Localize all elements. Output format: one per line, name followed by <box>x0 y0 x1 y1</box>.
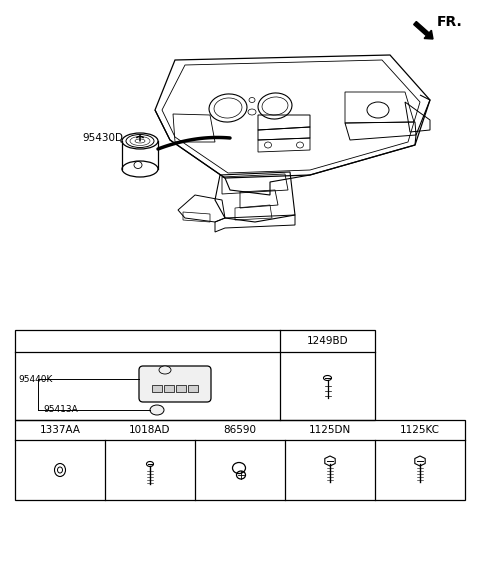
Bar <box>152 385 162 392</box>
Bar <box>164 385 174 392</box>
Bar <box>15 330 375 420</box>
Text: 1125KC: 1125KC <box>400 425 440 435</box>
Polygon shape <box>415 456 425 466</box>
FancyBboxPatch shape <box>139 366 211 402</box>
Text: 86590: 86590 <box>224 425 256 435</box>
Text: 95430D: 95430D <box>82 133 123 143</box>
Bar <box>15 420 465 500</box>
Text: 95440K: 95440K <box>18 374 52 384</box>
Bar <box>188 385 198 392</box>
Bar <box>176 385 186 392</box>
Ellipse shape <box>324 376 332 381</box>
Text: 1018AD: 1018AD <box>129 425 171 435</box>
Polygon shape <box>325 456 335 466</box>
Ellipse shape <box>150 405 164 415</box>
Text: FR.: FR. <box>437 15 463 29</box>
Text: 1337AA: 1337AA <box>39 425 81 435</box>
Text: 95413A: 95413A <box>43 405 78 414</box>
FancyArrow shape <box>414 22 433 39</box>
Text: 1249BD: 1249BD <box>307 336 348 346</box>
Ellipse shape <box>159 366 171 374</box>
Ellipse shape <box>58 467 62 473</box>
Ellipse shape <box>146 462 154 466</box>
Text: 1125DN: 1125DN <box>309 425 351 435</box>
